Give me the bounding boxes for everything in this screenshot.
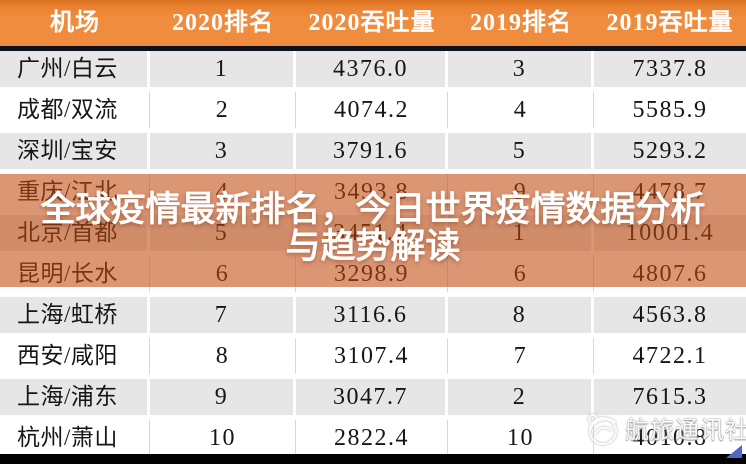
value-cell: 4 bbox=[448, 92, 594, 128]
header-cell: 机场 bbox=[50, 10, 100, 36]
value-cell: 3791.6 bbox=[296, 133, 448, 169]
value-cell: 9 bbox=[150, 379, 296, 415]
value-cell: 4010.8 bbox=[594, 420, 746, 456]
value-cell: 3 bbox=[150, 133, 296, 169]
airport-cell: 广州/白云 bbox=[0, 51, 150, 87]
value-cell: 7337.8 bbox=[594, 51, 746, 87]
headline: 全球疫情最新排名，今日世界疫情数据分析 与趋势解读 bbox=[0, 191, 746, 265]
value-cell: 2822.4 bbox=[296, 420, 448, 456]
airport-cell: 成都/双流 bbox=[0, 92, 150, 128]
value-cell: 1 bbox=[150, 51, 296, 87]
value-cell: 3047.7 bbox=[296, 379, 448, 415]
header-cell: 2020排名 bbox=[172, 10, 274, 36]
header-cell: 2019排名 bbox=[470, 10, 572, 36]
airport-cell: 西安/咸阳 bbox=[0, 338, 150, 374]
table-row: 成都/双流 2 4074.2 4 5585.9 bbox=[0, 92, 746, 128]
value-cell: 5293.2 bbox=[594, 133, 746, 169]
value-cell: 7 bbox=[448, 338, 594, 374]
headline-line-1: 全球疫情最新排名，今日世界疫情数据分析 bbox=[40, 190, 706, 229]
value-cell: 5585.9 bbox=[594, 92, 746, 128]
value-cell: 10 bbox=[448, 420, 594, 456]
table-header-row: 机场 2020排名 2020吞吐量 2019排名 2019吞吐量 bbox=[0, 0, 746, 46]
value-cell: 4074.2 bbox=[296, 92, 448, 128]
watermark-label: 航旅通讯社 bbox=[625, 417, 746, 444]
airport-cell: 上海/虹桥 bbox=[0, 297, 150, 333]
value-cell: 7615.3 bbox=[594, 379, 746, 415]
value-cell: 8 bbox=[150, 338, 296, 374]
airport-cell: 深圳/宝安 bbox=[0, 133, 150, 169]
headline-line-2: 与趋势解读 bbox=[285, 227, 461, 266]
value-cell: 4563.8 bbox=[594, 297, 746, 333]
airport-cell: 上海/浦东 bbox=[0, 379, 150, 415]
table-row: 杭州/萧山 10 2822.4 10 4010.8 bbox=[0, 420, 746, 456]
table-row: 广州/白云 1 4376.0 3 7337.8 bbox=[0, 51, 746, 87]
value-cell: 2 bbox=[150, 92, 296, 128]
value-cell: 3116.6 bbox=[296, 297, 448, 333]
value-cell: 3 bbox=[448, 51, 594, 87]
bottom-black-bar bbox=[0, 454, 746, 464]
table-row: 深圳/宝安 3 3791.6 5 5293.2 bbox=[0, 133, 746, 169]
value-cell: 8 bbox=[448, 297, 594, 333]
corner-triangle-icon bbox=[726, 445, 742, 458]
headline-overlay-band bbox=[0, 174, 746, 287]
value-cell: 4376.0 bbox=[296, 51, 448, 87]
value-cell: 2 bbox=[448, 379, 594, 415]
value-cell: 3107.4 bbox=[296, 338, 448, 374]
value-cell: 10 bbox=[150, 420, 296, 456]
value-cell: 7 bbox=[150, 297, 296, 333]
header-cell: 2020吞吐量 bbox=[308, 10, 436, 36]
bird-doodle-icon bbox=[587, 413, 618, 446]
table-row: 上海/虹桥 7 3116.6 8 4563.8 bbox=[0, 297, 746, 333]
value-cell: 5 bbox=[448, 133, 594, 169]
table-row: 上海/浦东 9 3047.7 2 7615.3 bbox=[0, 379, 746, 415]
watermark: 航旅通讯社 bbox=[582, 406, 746, 448]
header-cell: 2019吞吐量 bbox=[606, 10, 734, 36]
header-divider bbox=[0, 46, 746, 51]
table-row: 西安/咸阳 8 3107.4 7 4722.1 bbox=[0, 338, 746, 374]
airport-cell: 杭州/萧山 bbox=[0, 420, 150, 456]
value-cell: 4722.1 bbox=[594, 338, 746, 374]
